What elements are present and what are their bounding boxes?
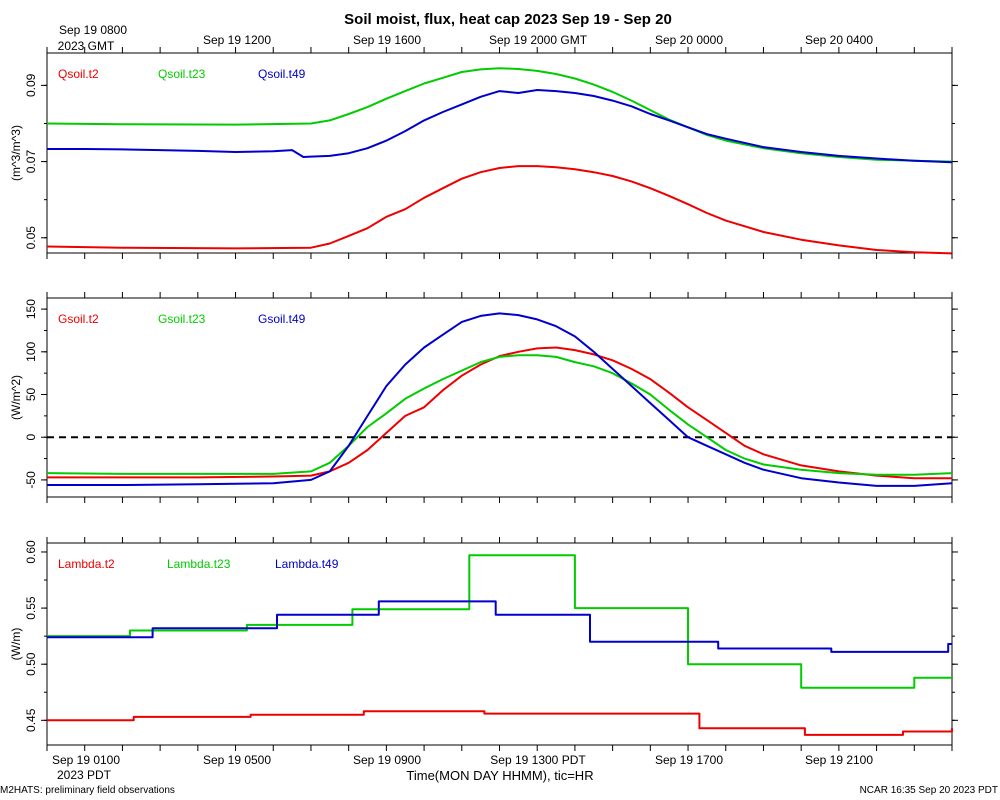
series-line-qsoil-t2 [46, 165, 953, 255]
y-tick-label: 50 [24, 388, 38, 402]
y-tick-label: 150 [24, 299, 38, 319]
chart-title: Soil moist, flux, heat cap 2023 Sep 19 -… [344, 11, 672, 28]
y-tick-label: -50 [24, 471, 38, 489]
panel-frames [46, 52, 953, 746]
bottom-time-tick-label: Sep 19 1700 [655, 753, 723, 767]
series-line-qsoil-t49 [47, 89, 953, 164]
legend-entry-qsoil-t49: Qsoil.t49 [258, 67, 306, 81]
bottom-time-tick-label: Sep 19 2100 [805, 753, 873, 767]
series-line-lambda-t49 [47, 600, 952, 653]
y-axis-label: (W/m^2) [9, 375, 23, 420]
y-tick-label: 0 [24, 434, 38, 441]
y-tick-label: 0.50 [24, 652, 38, 676]
y-axis-label: (W/m) [9, 628, 23, 661]
legend-entry-gsoil-t23: Gsoil.t23 [158, 312, 206, 326]
footer-right-note: NCAR 16:35 Sep 20 2023 PDT [860, 785, 998, 796]
top-time-tick-label: Sep 19 1200 [203, 33, 271, 47]
series-line-qsoil-t23 [46, 67, 953, 163]
legend-entry-lambda-t49: Lambda.t49 [275, 557, 339, 571]
bottom-time-tick-sublabel: 2023 PDT [57, 768, 112, 782]
y-axis-label: (m^3/m^3) [9, 125, 23, 181]
footer-left-note: M2HATS: preliminary field observations [0, 785, 175, 796]
y-tick-label: 0.07 [24, 150, 38, 174]
legend-entry-lambda-t23: Lambda.t23 [167, 557, 231, 571]
series-line-gsoil-t2 [47, 346, 952, 480]
x-axis-label: Time(MON DAY HHMM), tic=HR [406, 768, 593, 783]
tick-layer: 0.05 0.07 0.09 (m^3/m^3) Qsoil.t2 Qsoil.t23 Qs… [9, 23, 958, 782]
top-time-tick-label: Sep 19 2000 GMT [489, 33, 588, 47]
bottom-time-tick-label: Sep 19 0500 [203, 753, 271, 767]
series-line-lambda-t2 [47, 710, 953, 736]
legend-entry-qsoil-t23: Qsoil.t23 [158, 67, 206, 81]
y-tick-label: 100 [24, 341, 38, 361]
panel-frame-thermal-conductivity [46, 542, 953, 746]
top-time-tick-sublabel: 2023 GMT [58, 39, 115, 53]
legend-entry-lambda-t2: Lambda.t2 [58, 557, 115, 571]
series-line-gsoil-t49 [47, 312, 953, 487]
y-tick-label: 0.09 [24, 73, 38, 97]
top-time-tick-label: Sep 19 1600 [353, 33, 421, 47]
bottom-time-tick-label: Sep 19 0100 [52, 753, 120, 767]
legend-entry-gsoil-t2: Gsoil.t2 [58, 312, 99, 326]
legend-entry-gsoil-t49: Gsoil.t49 [258, 312, 306, 326]
bottom-time-tick-label: Sep 19 0900 [353, 753, 421, 767]
y-tick-label: 0.45 [24, 708, 38, 732]
y-tick-label: 0.55 [24, 596, 38, 620]
bottom-time-tick-label: Sep 19 1300 PDT [490, 753, 586, 767]
series-layer [46, 67, 953, 736]
top-time-tick-label: Sep 20 0400 [805, 33, 873, 47]
y-tick-label: 0.60 [24, 540, 38, 564]
series-line-gsoil-t23 [46, 354, 953, 476]
y-tick-label: 0.05 [24, 226, 38, 250]
series-line-lambda-t23 [47, 554, 952, 689]
legend-entry-qsoil-t2: Qsoil.t2 [58, 67, 99, 81]
top-time-tick-label: Sep 20 0000 [655, 33, 723, 47]
top-time-tick-label: Sep 19 0800 [59, 23, 127, 37]
